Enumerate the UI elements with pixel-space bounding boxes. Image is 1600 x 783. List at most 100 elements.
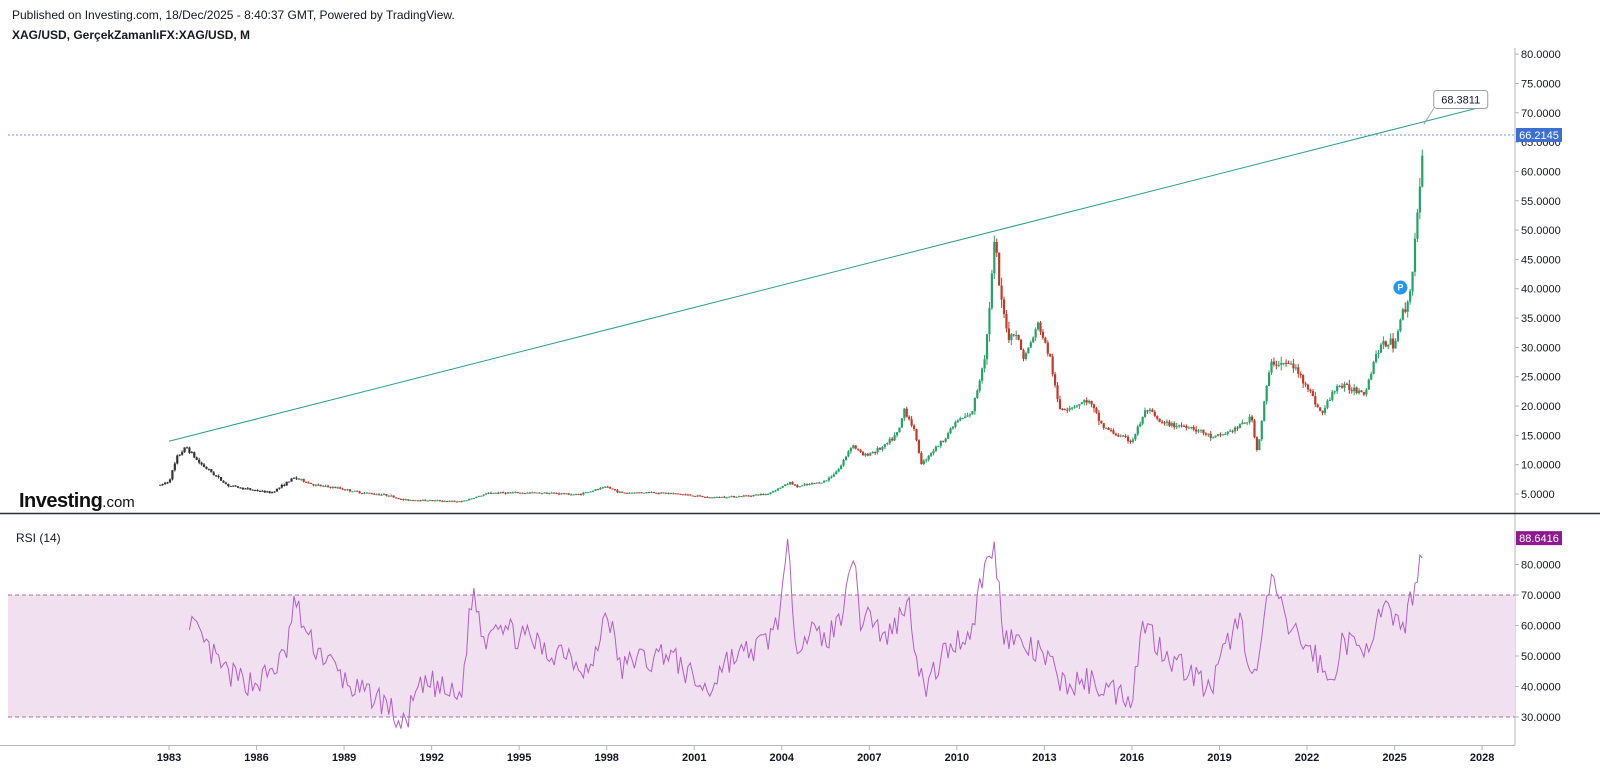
candle-body [1214, 435, 1217, 438]
candle-body [373, 493, 376, 495]
candle-body [626, 492, 629, 494]
candle-body [679, 493, 682, 495]
candle-body [1399, 319, 1402, 332]
candle-body [1401, 309, 1404, 320]
candle-body [193, 452, 196, 458]
candle-body [509, 492, 512, 494]
candle-body [256, 490, 259, 492]
candle-body [1418, 186, 1421, 213]
candle-body [1236, 427, 1239, 429]
candle-body [1265, 385, 1268, 402]
candle-body [781, 485, 784, 488]
candle-body [336, 487, 339, 489]
candle-body [1374, 354, 1378, 362]
candle-body [322, 485, 325, 487]
candle-body [1421, 155, 1424, 187]
candle-body [412, 500, 415, 502]
candle-body [572, 494, 575, 496]
candle-body [1394, 341, 1397, 349]
candle-body [852, 445, 855, 448]
candle-body [942, 440, 945, 442]
candle-body [1343, 383, 1346, 388]
trendline[interactable] [168, 106, 1483, 442]
candle-body [1056, 385, 1059, 400]
candle-body [740, 496, 743, 498]
candle-body [1173, 423, 1176, 428]
candle-body [895, 432, 899, 436]
candle-body [222, 480, 225, 483]
candle-body [1297, 367, 1300, 374]
candle-body [181, 452, 184, 455]
candle-body [1314, 396, 1317, 405]
candle-body [662, 492, 665, 494]
price-tick-label: 40.0000 [1521, 284, 1561, 296]
candle-body [545, 492, 548, 494]
candle-body [917, 440, 921, 453]
candle-body [1336, 386, 1339, 392]
candle-body [1411, 271, 1414, 292]
candle-body [769, 492, 772, 495]
candle-body [810, 483, 814, 485]
candle-body [380, 494, 383, 496]
candle-body [246, 488, 249, 490]
rsi-band [8, 595, 1515, 717]
candle-body [548, 492, 551, 494]
candle-body [360, 493, 364, 495]
candle-body [621, 491, 624, 493]
time-tick-label: 2028 [1470, 752, 1494, 764]
candle-body [822, 480, 826, 483]
candle-body [1007, 328, 1010, 341]
candle-body [577, 494, 580, 496]
candle-body [297, 478, 300, 480]
candle-body [784, 484, 787, 486]
candle-body [908, 416, 911, 420]
candle-body [166, 482, 169, 484]
candle-body [1088, 400, 1091, 403]
candle-body [762, 494, 765, 496]
candle-body [628, 492, 631, 494]
candle-body [1309, 389, 1312, 392]
p-marker[interactable]: P [1393, 280, 1408, 295]
candle-body [375, 494, 378, 496]
candle-body [801, 485, 804, 487]
candle-body [1107, 427, 1110, 430]
candle-body [253, 490, 257, 492]
candle-body [971, 411, 974, 415]
candle-body [587, 492, 590, 494]
candle-body [1292, 363, 1295, 369]
candle-body [832, 474, 835, 477]
candle-body [436, 500, 439, 502]
last-price-badge-text: 66.2145 [1519, 130, 1559, 142]
candle-body [1012, 334, 1015, 336]
candle-body [1270, 361, 1273, 373]
candle-body [1126, 436, 1130, 441]
candle-body [363, 492, 366, 494]
rsi-indicator-label[interactable]: RSI (14) [16, 531, 61, 545]
candle-body [1389, 338, 1392, 345]
candle-body [966, 415, 969, 417]
candle-body [562, 493, 566, 495]
candle-body [857, 448, 860, 450]
candle-body [244, 488, 247, 490]
candle-body [482, 494, 485, 496]
candle-body [708, 497, 711, 499]
candle-body [929, 453, 933, 456]
candle-body [825, 480, 828, 482]
candle-body [1131, 439, 1135, 442]
candle-body [1323, 407, 1327, 413]
candle-body [681, 494, 685, 496]
time-tick-label: 1989 [332, 752, 356, 764]
candle-body [531, 492, 534, 494]
candle-body [1353, 387, 1356, 392]
rsi-tick-label: 40.0000 [1521, 682, 1561, 694]
candle-body [263, 490, 266, 493]
candle-body [1015, 335, 1018, 337]
candle-body [312, 484, 315, 486]
candle-body [715, 496, 719, 498]
candle-body [891, 438, 894, 441]
candle-body [1379, 344, 1383, 353]
candle-body [521, 492, 524, 494]
candle-body [1294, 367, 1297, 369]
candle-body [1231, 430, 1234, 432]
